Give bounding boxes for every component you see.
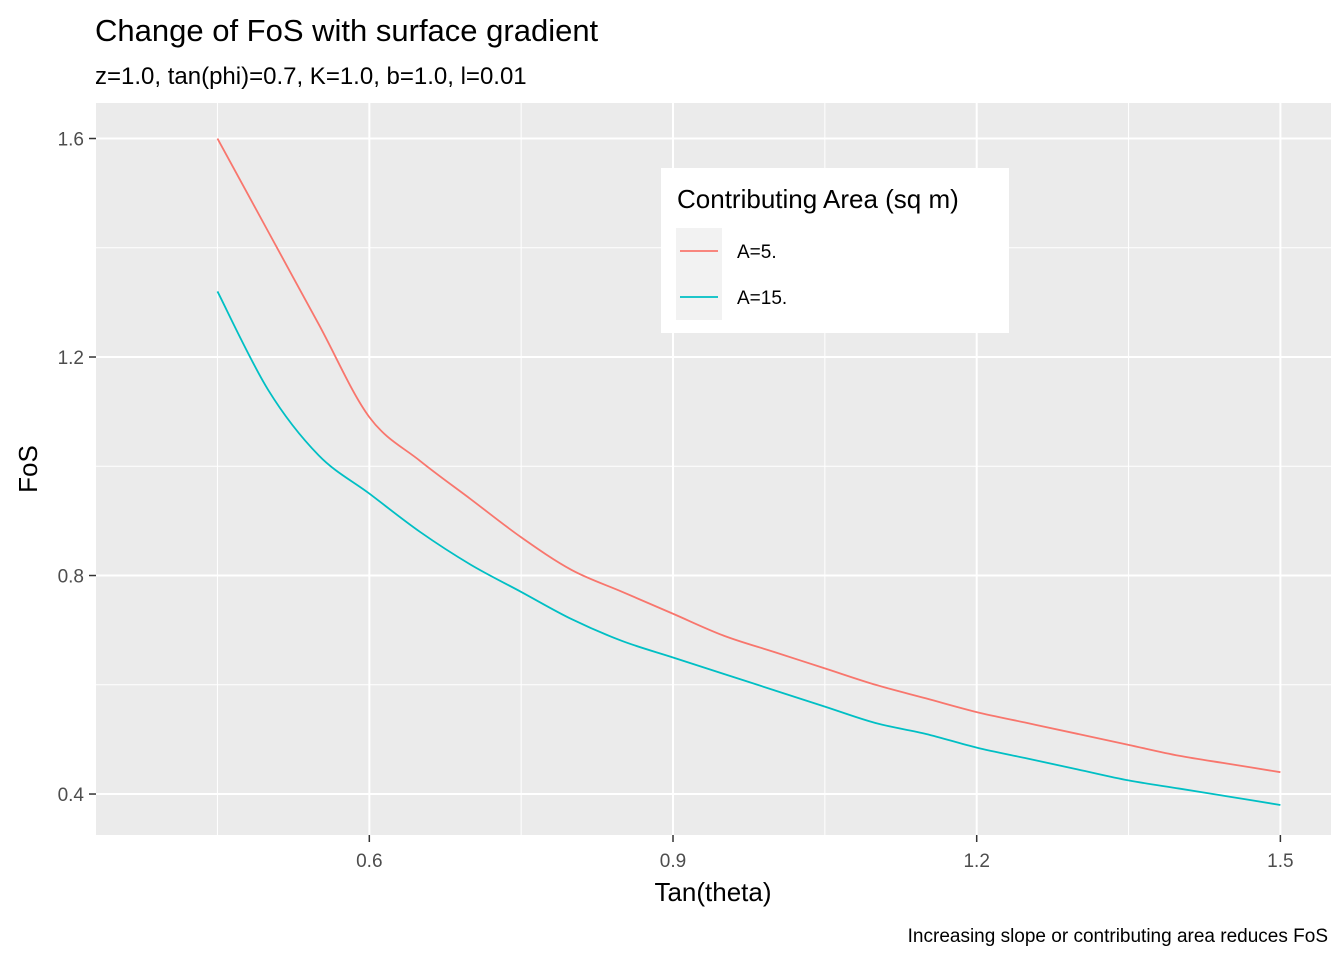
legend-label-0: A=5. xyxy=(737,242,777,263)
x-axis-title: Tan(theta) xyxy=(654,877,771,907)
series-lines xyxy=(216,138,1281,806)
y-tick-label-0: 0.4 xyxy=(58,785,85,806)
x-axis-ticks: 0.6 0.9 1.2 1.5 xyxy=(356,835,1294,872)
legend-items: A=5. A=15. xyxy=(676,228,787,320)
y-axis-title: FoS xyxy=(13,445,43,493)
legend-label-1: A=15. xyxy=(737,288,787,309)
x-tick-label-1: 0.9 xyxy=(660,851,686,872)
y-tick-label-1: 0.8 xyxy=(58,567,84,588)
chart-subtitle: z=1.0, tan(phi)=0.7, K=1.0, b=1.0, l=0.0… xyxy=(95,63,527,90)
series-line-0 xyxy=(216,138,1281,774)
chart-title: Change of FoS with surface gradient xyxy=(95,13,599,48)
y-axis-ticks: 0.4 0.8 1.2 1.6 xyxy=(58,130,96,806)
series-line-1 xyxy=(216,291,1281,806)
x-tick-label-3: 1.5 xyxy=(1267,851,1293,872)
chart-caption: Increasing slope or contributing area re… xyxy=(908,926,1328,947)
y-tick-label-2: 1.2 xyxy=(58,348,84,369)
legend-title: Contributing Area (sq m) xyxy=(677,184,959,214)
legend: Contributing Area (sq m) A=5. A=15. xyxy=(661,168,1009,333)
x-tick-label-0: 0.6 xyxy=(356,851,382,872)
y-tick-label-3: 1.6 xyxy=(58,130,84,151)
x-tick-label-2: 1.2 xyxy=(963,851,989,872)
